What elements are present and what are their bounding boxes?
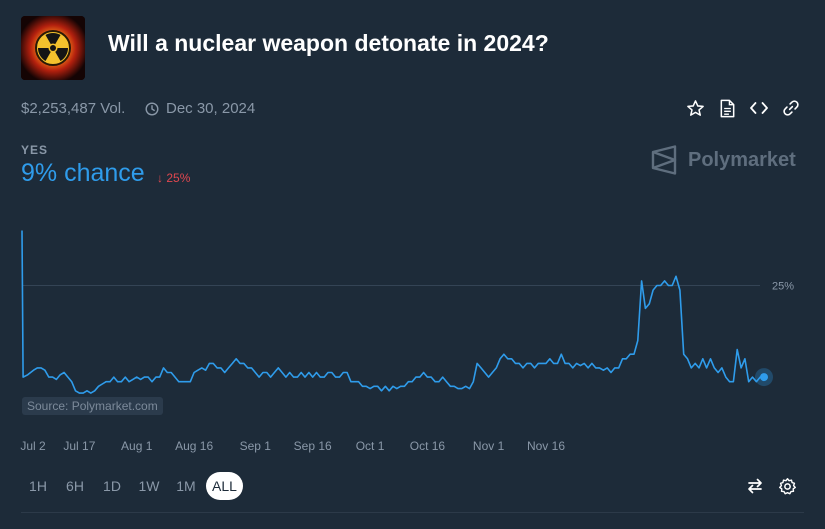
x-tick-label: Nov 16 (526, 439, 565, 453)
divider (21, 512, 804, 513)
x-tick-label: Oct 16 (409, 439, 446, 453)
x-tick-label: Sep 1 (239, 439, 271, 453)
range-all-button[interactable]: ALL (206, 472, 243, 500)
x-tick-label: Jul 17 (63, 439, 96, 453)
link-icon[interactable] (781, 98, 801, 118)
settings-gear-icon[interactable] (777, 476, 797, 496)
outcome-label: YES (21, 143, 49, 157)
arrow-down-icon: ↓ (157, 171, 163, 185)
swap-icon[interactable] (745, 476, 765, 496)
market-title: Will a nuclear weapon detonate in 2024? (108, 30, 549, 56)
chance-value: 9% chance (21, 159, 145, 187)
x-tick-label: Sep 16 (293, 439, 332, 453)
x-tick-label: Aug 1 (121, 439, 153, 453)
range-1h-button[interactable]: 1H (29, 478, 47, 494)
price-chart[interactable]: 25% (0, 200, 825, 460)
series-line (21, 230, 764, 394)
x-tick-label: Jul 2 (20, 439, 46, 453)
nuclear-icon (21, 16, 85, 80)
end-date: Dec 30, 2024 (145, 100, 255, 117)
range-1d-button[interactable]: 1D (103, 478, 121, 494)
chance-change-value: 25% (166, 171, 191, 185)
end-date-text: Dec 30, 2024 (166, 100, 256, 117)
header-actions (685, 98, 801, 118)
range-1m-button[interactable]: 1M (176, 478, 196, 494)
y-tick-label: 25% (772, 281, 794, 293)
chance-change: ↓ 25% (157, 171, 190, 185)
time-range-selector: 1H 6H 1D 1W 1M ALL (21, 472, 243, 500)
polymarket-logo: Polymarket (650, 145, 796, 175)
polymarket-icon (651, 145, 677, 175)
brand-name: Polymarket (688, 148, 796, 171)
x-tick-label: Aug 16 (175, 439, 214, 453)
x-tick-label: Nov 1 (472, 439, 505, 453)
embed-icon[interactable] (749, 98, 769, 118)
x-tick-label: Oct 1 (355, 439, 385, 453)
volume-text: $2,253,487 Vol. (21, 100, 126, 117)
range-6h-button[interactable]: 6H (66, 478, 84, 494)
range-1w-button[interactable]: 1W (138, 478, 160, 494)
source-watermark: Source: Polymarket.com (22, 397, 163, 415)
star-icon[interactable] (685, 98, 705, 118)
last-point-marker (760, 373, 768, 382)
market-image (21, 16, 85, 80)
document-icon[interactable] (717, 98, 737, 118)
clock-icon (145, 101, 159, 116)
